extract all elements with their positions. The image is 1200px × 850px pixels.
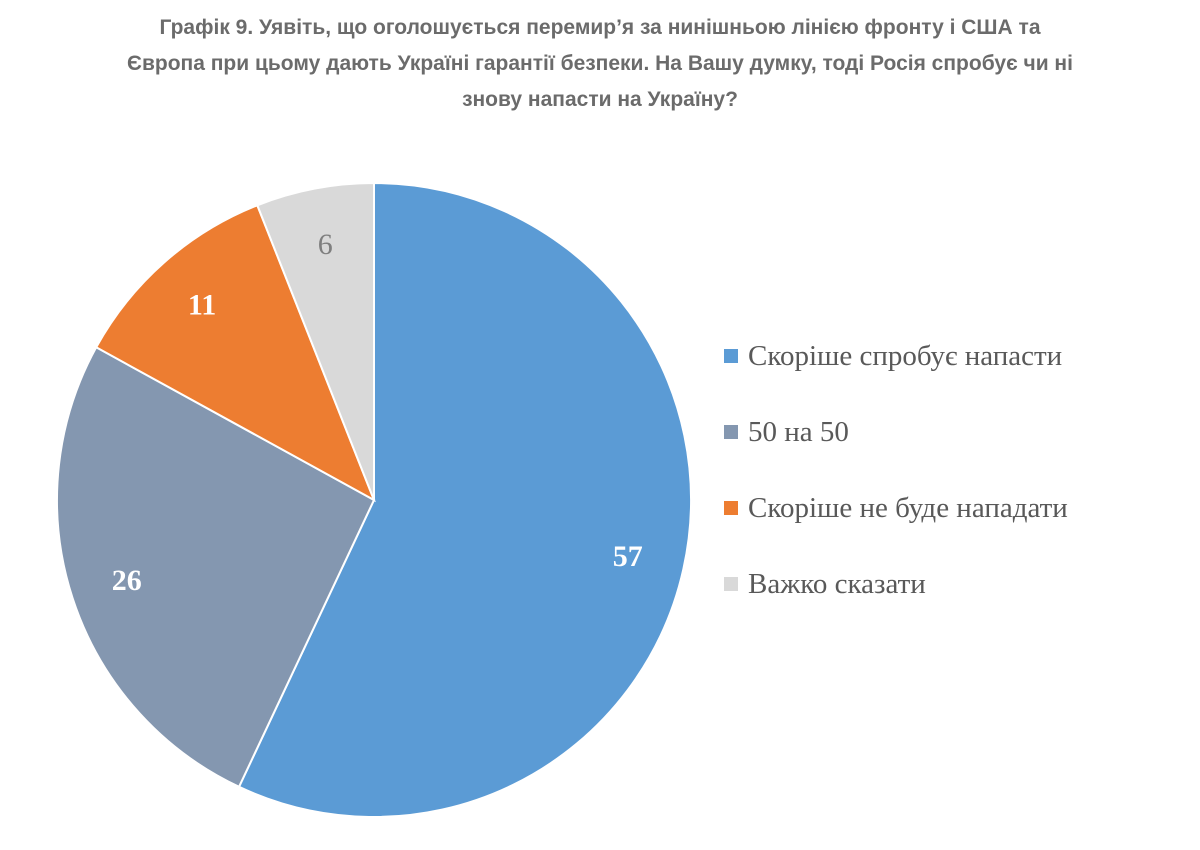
pie-slice-likely-not-attack bbox=[94, 203, 376, 503]
data-label-likely-not-attack: 11 bbox=[188, 289, 216, 322]
legend-item-fifty-fifty: 50 на 50 bbox=[724, 412, 1068, 452]
legend-swatch-hard-to-say bbox=[724, 577, 738, 592]
data-label-hard-to-say: 6 bbox=[318, 228, 333, 261]
data-label-fifty-fifty: 26 bbox=[112, 564, 142, 597]
pie-slice-hard-to-say bbox=[256, 181, 375, 501]
chart-title-line-1: Графік 9. Уявіть, що оголошується переми… bbox=[159, 16, 1041, 39]
data-label-likely-attack: 57 bbox=[613, 540, 643, 573]
legend-label-likely-attack: Скоріше спробує напасти bbox=[748, 340, 1063, 372]
chart-title-line-2: Європа при цьому дають Україні гарантії … bbox=[127, 52, 1073, 75]
pie-slice-likely-attack bbox=[237, 181, 692, 818]
legend-label-hard-to-say: Важко сказати bbox=[748, 568, 926, 600]
legend-item-likely-attack: Скоріше спробує напасти bbox=[724, 336, 1068, 376]
legend-swatch-likely-attack bbox=[724, 349, 738, 364]
legend-swatch-fifty-fifty bbox=[724, 425, 738, 440]
chart-title: Графік 9. Уявіть, що оголошується переми… bbox=[20, 10, 1180, 118]
legend-item-likely-not-attack: Скоріше не буде нападати bbox=[724, 488, 1068, 528]
legend-label-likely-not-attack: Скоріше не буде нападати bbox=[748, 492, 1068, 524]
chart-title-line-3: знову напасти на Україну? bbox=[462, 88, 738, 111]
legend-swatch-likely-not-attack bbox=[724, 501, 738, 516]
legend-item-hard-to-say: Важко сказати bbox=[724, 564, 1068, 604]
legend-label-fifty-fifty: 50 на 50 bbox=[748, 416, 849, 448]
chart-legend: Скоріше спробує напасти 50 на 50 Скоріше… bbox=[724, 336, 1068, 640]
